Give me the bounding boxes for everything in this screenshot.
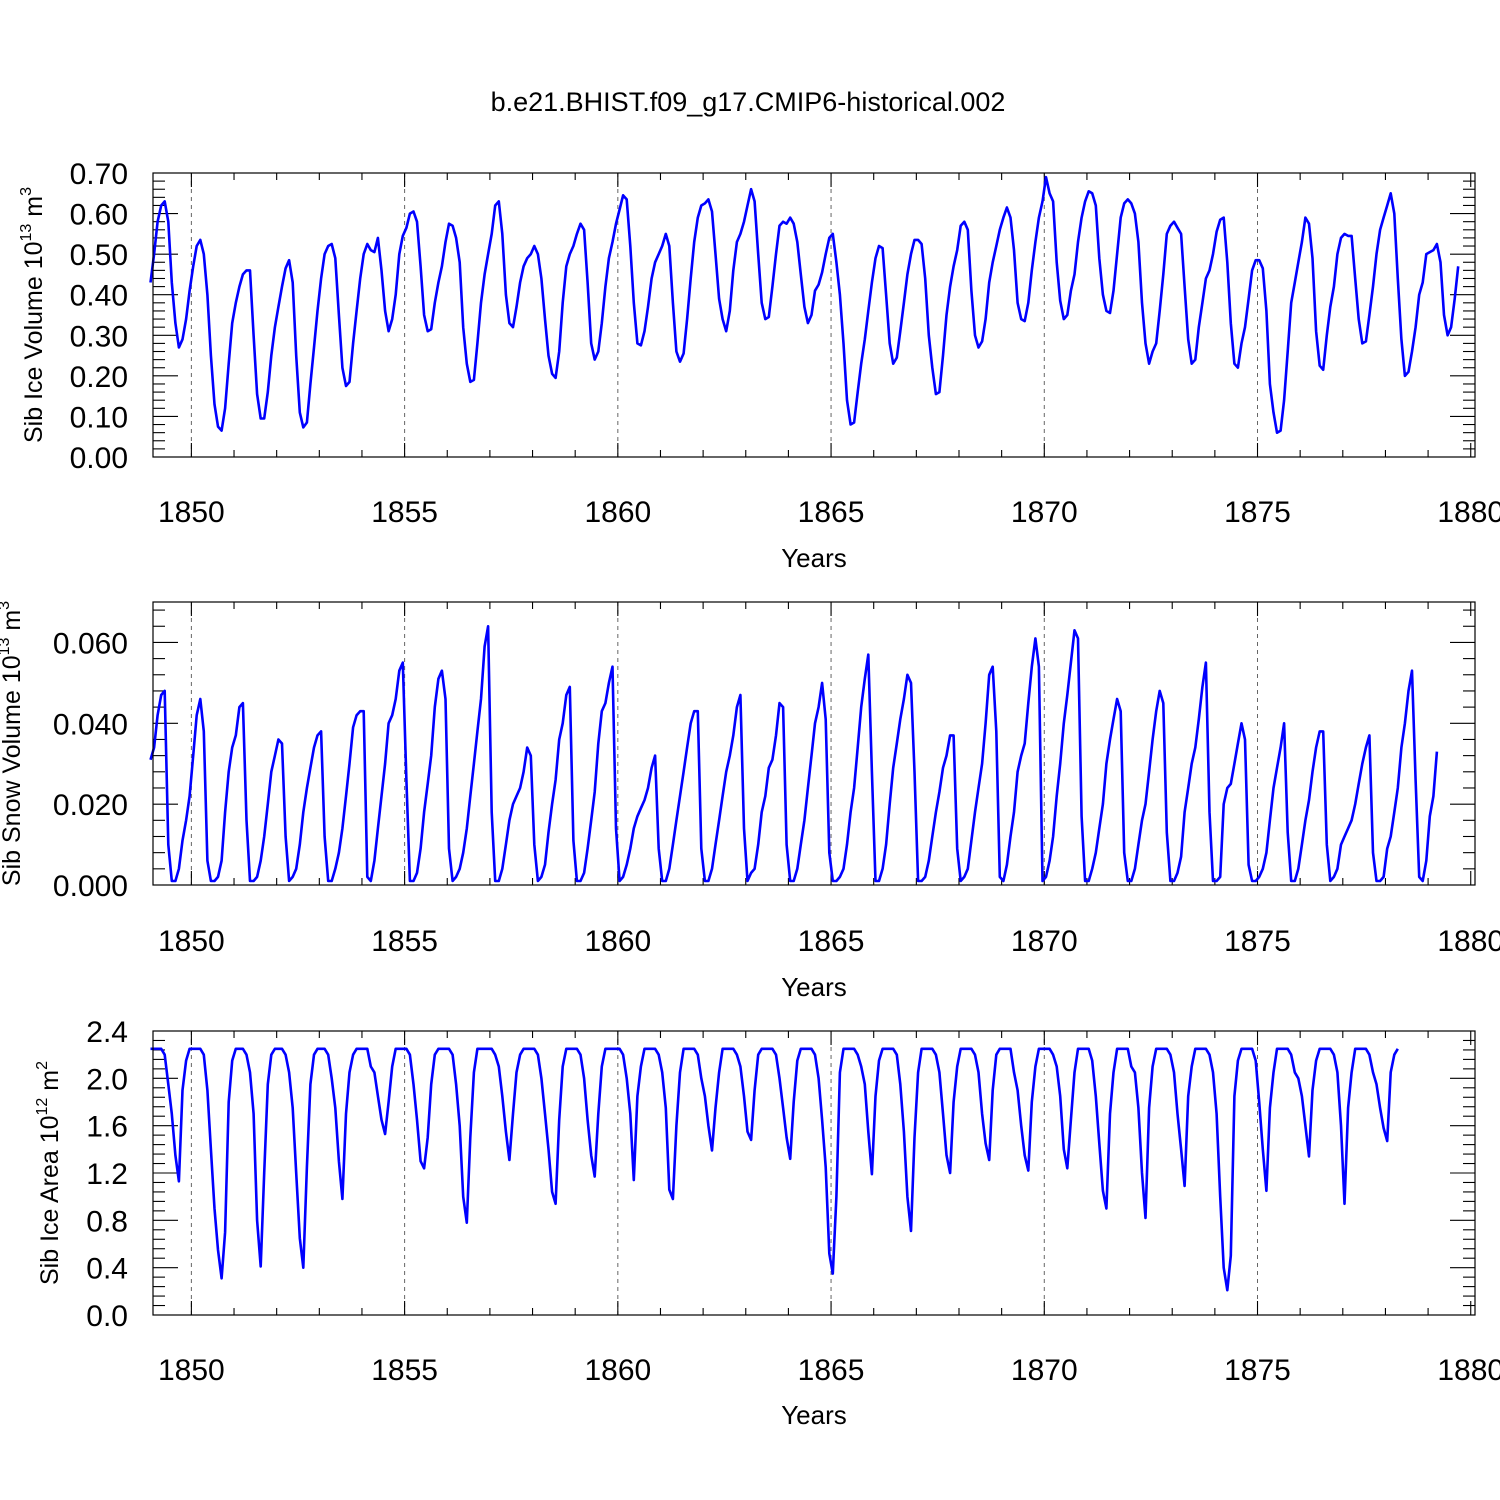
ice-area-ytick-label: 0.0 bbox=[86, 1300, 128, 1333]
ice-volume-xtick-label: 1850 bbox=[158, 496, 225, 529]
ice-volume-plot-frame bbox=[152, 172, 1476, 458]
snow-volume-xtick-label: 1850 bbox=[158, 925, 225, 958]
ice-volume-ytick-label: 0.10 bbox=[70, 401, 128, 434]
ice-area-xtick-label: 1870 bbox=[1011, 1354, 1078, 1387]
ice-volume-xtick-label: 1860 bbox=[584, 496, 651, 529]
ice-volume-ytick-label: 0.00 bbox=[70, 442, 128, 475]
ice-area-ylabel-part: Sib Ice Area 10 bbox=[36, 1115, 64, 1285]
figure-title: b.e21.BHIST.f09_g17.CMIP6-historical.002 bbox=[491, 87, 1006, 117]
snow-volume-xtick-label: 1875 bbox=[1224, 925, 1291, 958]
ice-area-x-axis-title: Years bbox=[781, 1400, 847, 1430]
ice-volume-xtick-label: 1880 bbox=[1437, 496, 1500, 529]
snow-volume-xtick-label: 1870 bbox=[1011, 925, 1078, 958]
ice-volume-series-line bbox=[149, 175, 1460, 435]
ice-volume-ytick-label: 0.70 bbox=[70, 158, 128, 191]
ice-volume-ytick-label: 0.20 bbox=[70, 361, 128, 394]
ice-area-ylabel-part: m bbox=[36, 1070, 64, 1098]
ice-area-series-line bbox=[150, 1047, 1399, 1292]
ice-volume-ytick-label: 0.60 bbox=[70, 199, 128, 232]
ice-area-y-axis-title: Sib Ice Area 1012 m2 bbox=[34, 1061, 64, 1285]
ice-area-xtick-label: 1880 bbox=[1437, 1354, 1500, 1387]
ice-volume-y-axis-title: Sib Ice Volume 1013 m3 bbox=[18, 187, 48, 443]
snow-volume-x-axis-title: Years bbox=[781, 972, 847, 1002]
snow-volume-y-axis-title: Sib Snow Volume 1013 m3 bbox=[0, 601, 26, 886]
snow-volume-xtick-label: 1865 bbox=[798, 925, 865, 958]
ice-volume-ylabel-part: 13 bbox=[18, 224, 35, 242]
ice-area-plot-frame bbox=[152, 1030, 1476, 1316]
ice-area-ylabel-part: 2 bbox=[34, 1061, 51, 1070]
snow-volume-series-line bbox=[149, 624, 1439, 883]
ice-area-ytick-label: 0.4 bbox=[86, 1253, 128, 1286]
ice-volume-ytick-label: 0.40 bbox=[70, 280, 128, 313]
ice-area-ylabel-part: 12 bbox=[34, 1098, 51, 1116]
ice-volume-xtick-label: 1855 bbox=[371, 496, 438, 529]
ice-volume-x-axis-title: Years bbox=[781, 543, 847, 573]
snow-volume-xtick-label: 1855 bbox=[371, 925, 438, 958]
snow-volume-panel: 0.000 0.020 0.040 0.060 1850 1855 1860 1865 1870… bbox=[0, 601, 1500, 1002]
snow-volume-ylabel-part: 3 bbox=[0, 601, 13, 610]
ice-area-ytick-label: 1.6 bbox=[86, 1111, 128, 1144]
snow-volume-xtick-label: 1860 bbox=[584, 925, 651, 958]
ice-volume-ylabel-part: Sib Ice Volume 10 bbox=[20, 241, 48, 443]
ice-volume-panel: 0.00 0.10 0.20 0.30 0.40 0.50 0.60 0.70 1850 1855… bbox=[18, 158, 1500, 573]
snow-volume-ytick-label: 0.060 bbox=[53, 627, 128, 660]
ice-volume-xtick-label: 1865 bbox=[798, 496, 865, 529]
snow-volume-ytick-label: 0.040 bbox=[53, 708, 128, 741]
ice-area-ytick-label: 1.2 bbox=[86, 1158, 128, 1191]
ice-area-xtick-label: 1865 bbox=[798, 1354, 865, 1387]
ice-volume-xtick-label: 1870 bbox=[1011, 496, 1078, 529]
snow-volume-plot-frame bbox=[152, 601, 1476, 886]
ice-area-xtick-label: 1875 bbox=[1224, 1354, 1291, 1387]
ice-volume-ytick-label: 0.50 bbox=[70, 239, 128, 272]
snow-volume-ylabel-part: 13 bbox=[0, 637, 13, 655]
ice-volume-ylabel-part: m bbox=[20, 196, 48, 224]
ice-volume-ytick-label: 0.30 bbox=[70, 320, 128, 353]
snow-volume-xtick-label: 1880 bbox=[1437, 925, 1500, 958]
ice-area-xtick-label: 1850 bbox=[158, 1354, 225, 1387]
snow-volume-ylabel-part: Sib Snow Volume 10 bbox=[0, 655, 26, 886]
ice-volume-xtick-label: 1875 bbox=[1224, 496, 1291, 529]
ice-area-xtick-label: 1860 bbox=[584, 1354, 651, 1387]
ice-area-ytick-label: 2.0 bbox=[86, 1063, 128, 1096]
ice-area-ytick-label: 0.8 bbox=[86, 1205, 128, 1238]
snow-volume-ytick-label: 0.020 bbox=[53, 789, 128, 822]
snow-volume-ytick-label: 0.000 bbox=[53, 870, 128, 903]
ice-area-xtick-label: 1855 bbox=[371, 1354, 438, 1387]
snow-volume-ylabel-part: m bbox=[0, 610, 26, 638]
ice-area-ytick-label: 2.4 bbox=[86, 1016, 128, 1049]
ice-area-panel: 0.0 0.4 0.8 1.2 1.6 2.0 2.4 1850 1855 1860 1865 187… bbox=[34, 1016, 1500, 1430]
ice-volume-ylabel-part: 3 bbox=[18, 187, 35, 196]
